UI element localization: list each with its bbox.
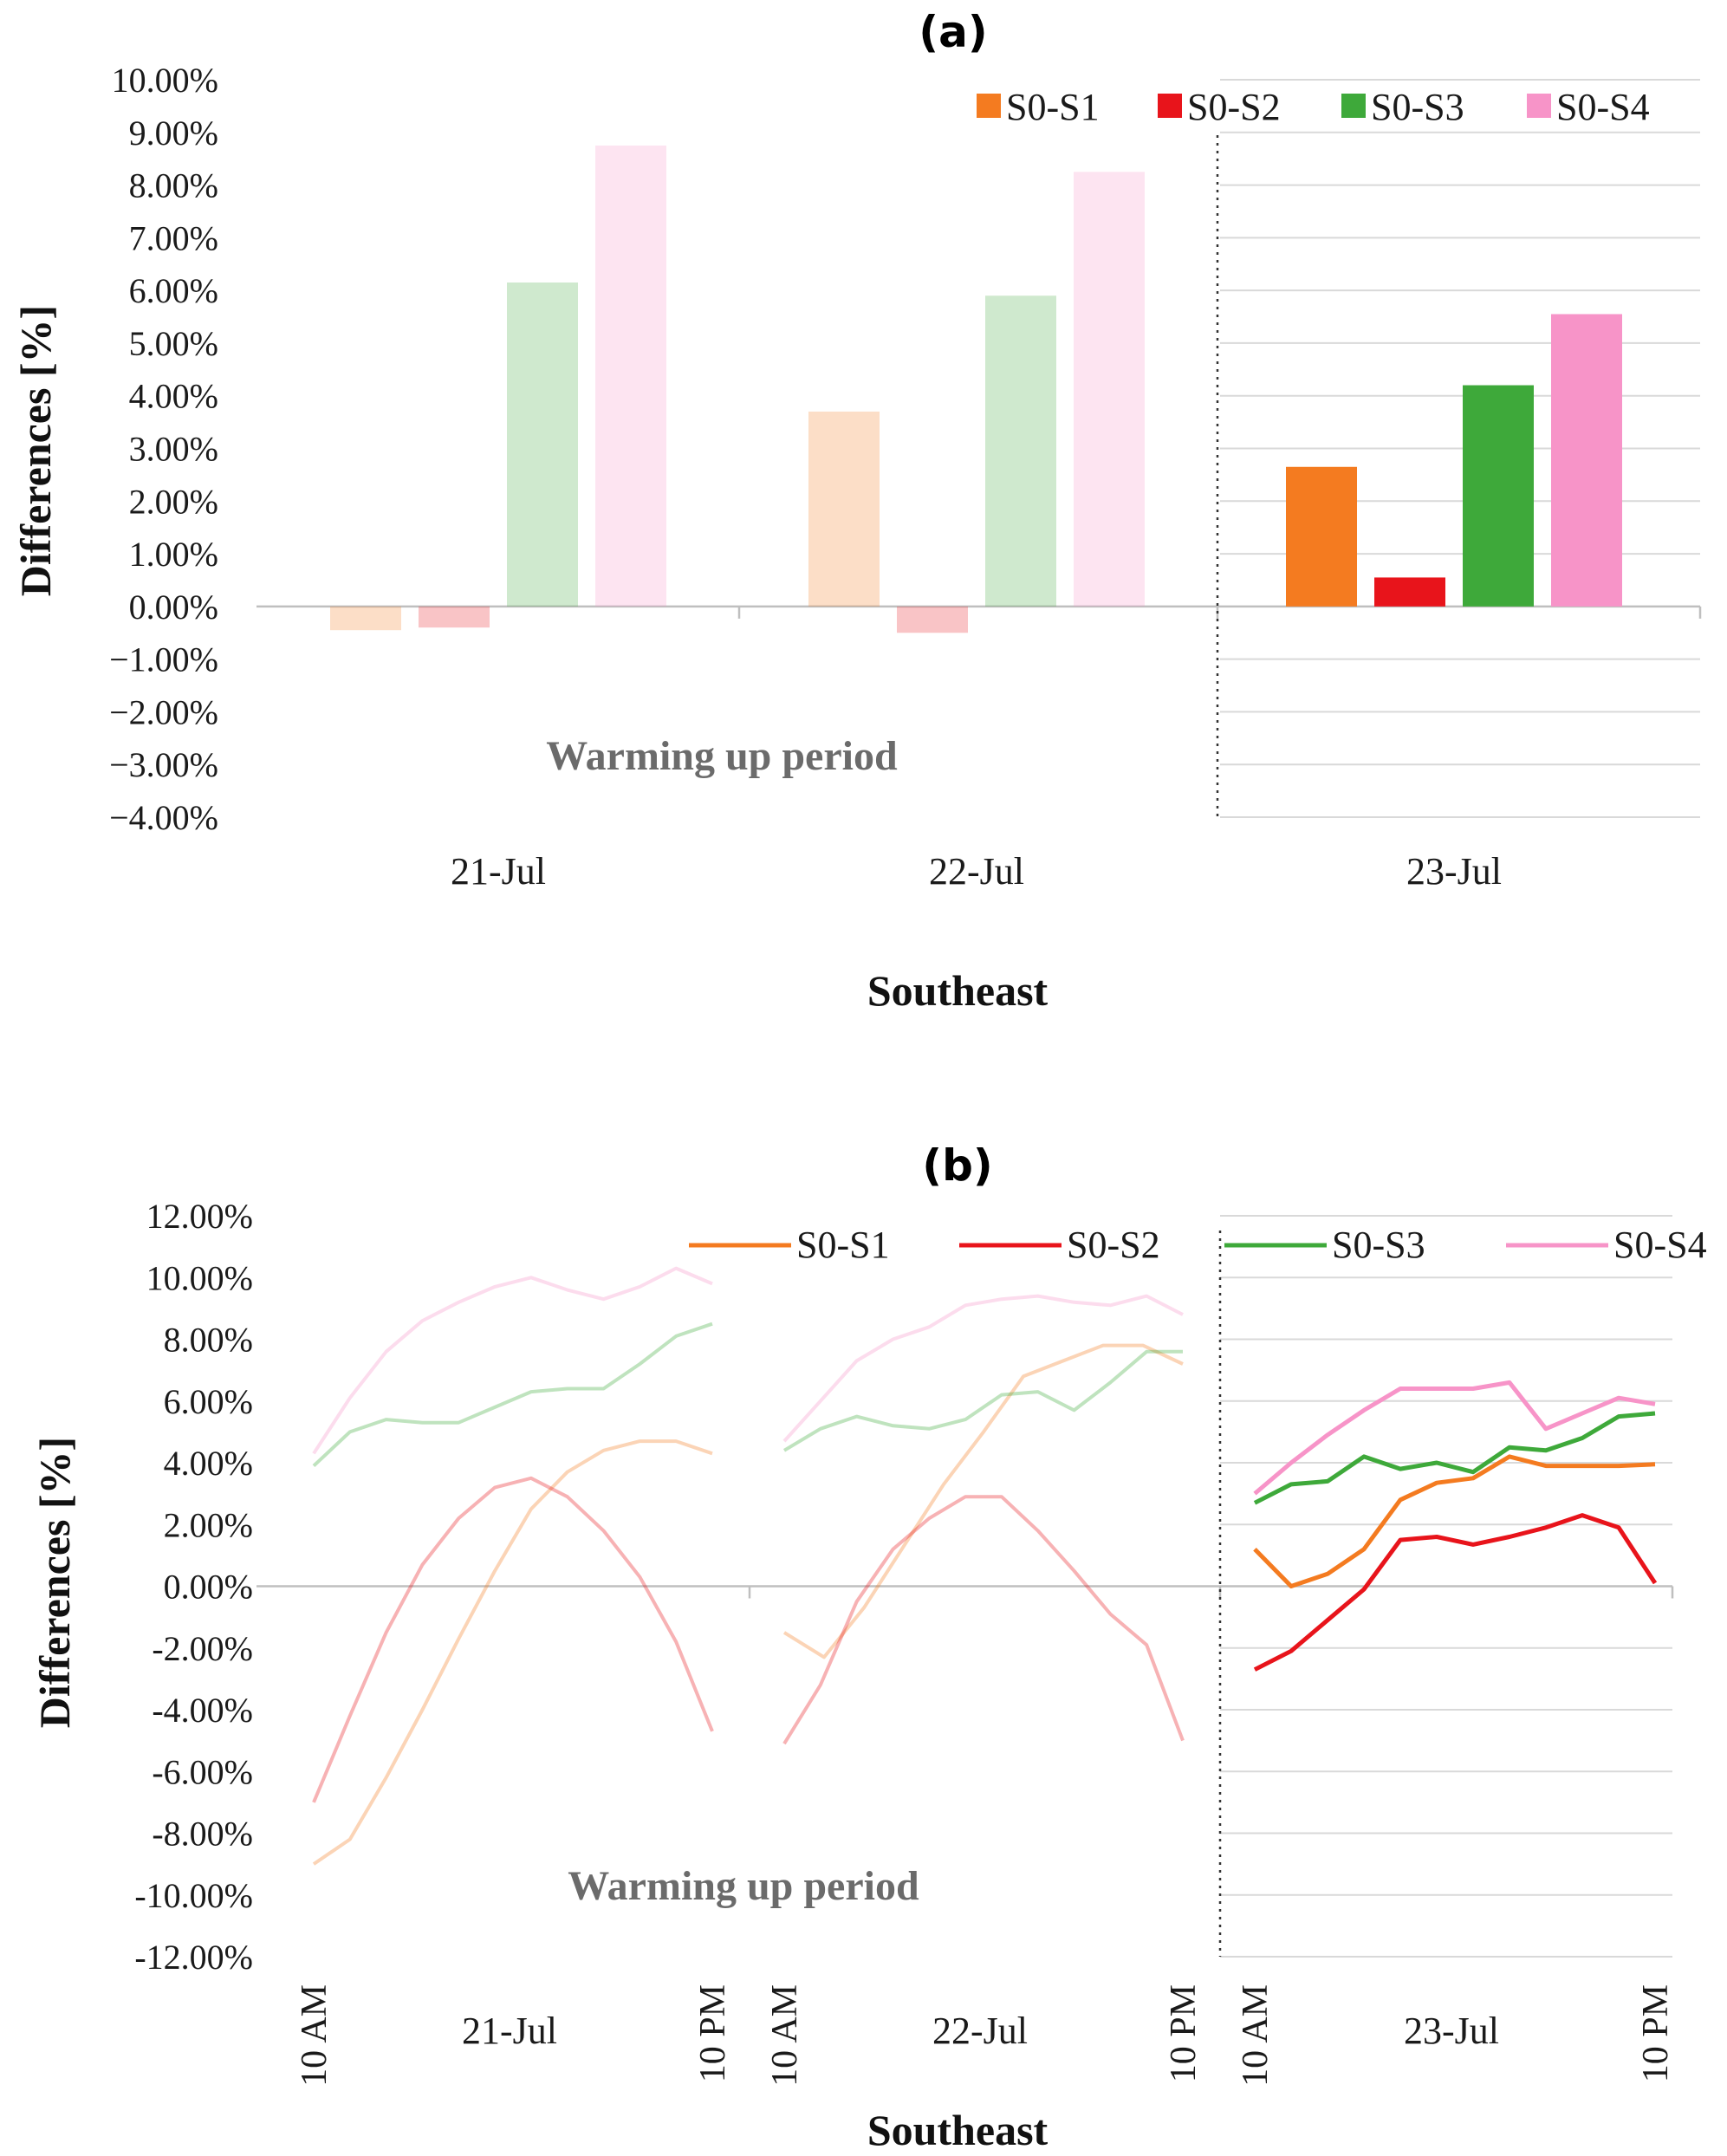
legend-label: S0-S1 [1006, 86, 1100, 128]
day-label: 23-Jul [1404, 2010, 1499, 2052]
y-tick-label: 9.00% [129, 114, 218, 153]
panel-b-legend: S0-S1 S0-S2 S0-S3 S0-S4 [689, 1224, 1707, 1266]
line-s0-s2-23-jul [1253, 1513, 1658, 1672]
panel-a-legend: S0-S1 S0-S2 S0-S3 S0-S4 [977, 86, 1650, 128]
bar-s0-s3-21-jul [507, 282, 578, 607]
category-label: 22-Jul [929, 850, 1024, 893]
panel-a-bars [330, 145, 1622, 633]
panel-a-category-labels: 21-Jul 22-Jul 23-Jul [451, 850, 1502, 893]
panel-b-warming-annotation: Warming up period [568, 1863, 919, 1909]
y-tick-label: 6.00% [129, 271, 218, 310]
y-tick-label: 2.00% [129, 482, 218, 521]
y-tick-label: 12.00% [146, 1197, 253, 1236]
panel-b-lines [312, 1266, 1658, 1866]
bar-s0-s1-23-jul [1286, 466, 1357, 607]
panel-a-y-ticks: 10.00% 9.00% 8.00% 7.00% 6.00% 5.00% 4.00% 3.00… [109, 61, 218, 837]
y-tick-label: -6.00% [152, 1752, 253, 1791]
hour-start-label: 10 AM [765, 1984, 805, 2087]
bar-s0-s1-21-jul [330, 606, 401, 631]
legend-label: S0-S3 [1332, 1224, 1425, 1266]
line-s0-s4-21-jul [312, 1266, 713, 1455]
category-label: 21-Jul [451, 850, 546, 893]
bar-s0-s2-22-jul [897, 606, 968, 633]
y-tick-label: 4.00% [129, 377, 218, 416]
y-tick-label: 10.00% [146, 1258, 253, 1297]
line-s0-s1-22-jul [782, 1343, 1184, 1659]
legend-swatch-s0-s1 [977, 94, 1001, 118]
y-tick-label: 0.00% [129, 588, 218, 627]
day-label: 22-Jul [932, 2010, 1028, 2052]
line-s0-s4-23-jul [1253, 1380, 1656, 1496]
y-tick-label: 0.00% [164, 1568, 253, 1607]
panel-a-warming-annotation: Warming up period [546, 733, 898, 779]
y-tick-label: 8.00% [164, 1321, 253, 1360]
legend-label: S0-S3 [1371, 86, 1464, 128]
y-tick-label: -12.00% [134, 1938, 253, 1977]
line-s0-s2-21-jul [312, 1476, 714, 1803]
legend-swatch-s0-s4 [1527, 94, 1551, 118]
hour-end-label: 10 PM [1636, 1984, 1676, 2082]
legend-label: S0-S2 [1187, 86, 1281, 128]
legend-label: S0-S4 [1613, 1224, 1707, 1266]
bar-s0-s2-23-jul [1374, 577, 1445, 607]
bar-s0-s1-22-jul [808, 411, 880, 607]
legend-label: S0-S1 [796, 1224, 890, 1266]
line-s0-s1-23-jul [1253, 1454, 1656, 1588]
panel-a-x-axis-title: Southeast [867, 966, 1049, 1015]
y-tick-label: 7.00% [129, 218, 218, 257]
y-tick-label: 10.00% [112, 61, 218, 100]
y-tick-label: 5.00% [129, 324, 218, 363]
y-tick-label: 8.00% [129, 166, 218, 205]
day-label: 21-Jul [462, 2010, 557, 2052]
y-tick-label: 1.00% [129, 535, 218, 574]
legend-label: S0-S2 [1067, 1224, 1160, 1266]
hour-start-label: 10 AM [1236, 1984, 1276, 2087]
panel-b-x-axis-title: Southeast [867, 2106, 1049, 2154]
panel-b-title: (b) [922, 1140, 993, 1191]
line-s0-s4-22-jul [782, 1294, 1184, 1443]
y-tick-label: 4.00% [164, 1444, 253, 1483]
line-s0-s2-22-jul [782, 1495, 1185, 1745]
panel-a-gridlines [256, 79, 1702, 818]
y-tick-label: 6.00% [164, 1382, 253, 1421]
bar-s0-s4-21-jul [595, 145, 666, 607]
legend-swatch-s0-s3 [1341, 94, 1366, 118]
hour-start-label: 10 AM [295, 1984, 334, 2087]
hour-end-label: 10 PM [693, 1984, 733, 2082]
y-tick-label: 2.00% [164, 1505, 253, 1544]
panel-b-y-axis-title: Differences [%] [30, 1437, 79, 1728]
y-tick-label: 3.00% [129, 430, 218, 469]
line-s0-s3-21-jul [312, 1322, 713, 1468]
y-tick-label: −3.00% [109, 745, 218, 784]
y-tick-label: -8.00% [152, 1815, 253, 1854]
y-tick-label: -4.00% [152, 1691, 253, 1730]
y-tick-label: -10.00% [134, 1876, 253, 1915]
panel-b-gridlines [256, 1215, 1674, 1958]
bar-s0-s2-21-jul [419, 606, 490, 628]
category-label: 23-Jul [1406, 850, 1502, 893]
line-s0-s1-21-jul [312, 1439, 713, 1866]
panel-b-y-ticks: 12.00% 10.00% 8.00% 6.00% 4.00% 2.00% 0.00% -2.… [134, 1197, 253, 1977]
y-tick-label: −4.00% [109, 798, 218, 837]
panel-b-x-labels: 10 AM 10 PM 21-Jul 10 AM 10 PM 22-Jul 10 AM 10 … [295, 1984, 1676, 2087]
line-s0-s3-23-jul [1253, 1411, 1656, 1505]
y-tick-label: −2.00% [109, 692, 218, 731]
line-s0-s3-22-jul [782, 1349, 1183, 1452]
bar-s0-s4-23-jul [1551, 314, 1622, 607]
hour-end-label: 10 PM [1164, 1984, 1204, 2082]
panel-a-y-axis-title: Differences [%] [11, 305, 60, 596]
y-tick-label: -2.00% [152, 1629, 253, 1668]
bar-s0-s4-22-jul [1074, 172, 1145, 607]
y-tick-label: −1.00% [109, 640, 218, 679]
panel-a-title: (a) [919, 7, 987, 57]
legend-label: S0-S4 [1556, 86, 1650, 128]
bar-s0-s3-23-jul [1463, 385, 1534, 607]
bar-s0-s3-22-jul [985, 295, 1056, 607]
legend-swatch-s0-s2 [1158, 94, 1182, 118]
